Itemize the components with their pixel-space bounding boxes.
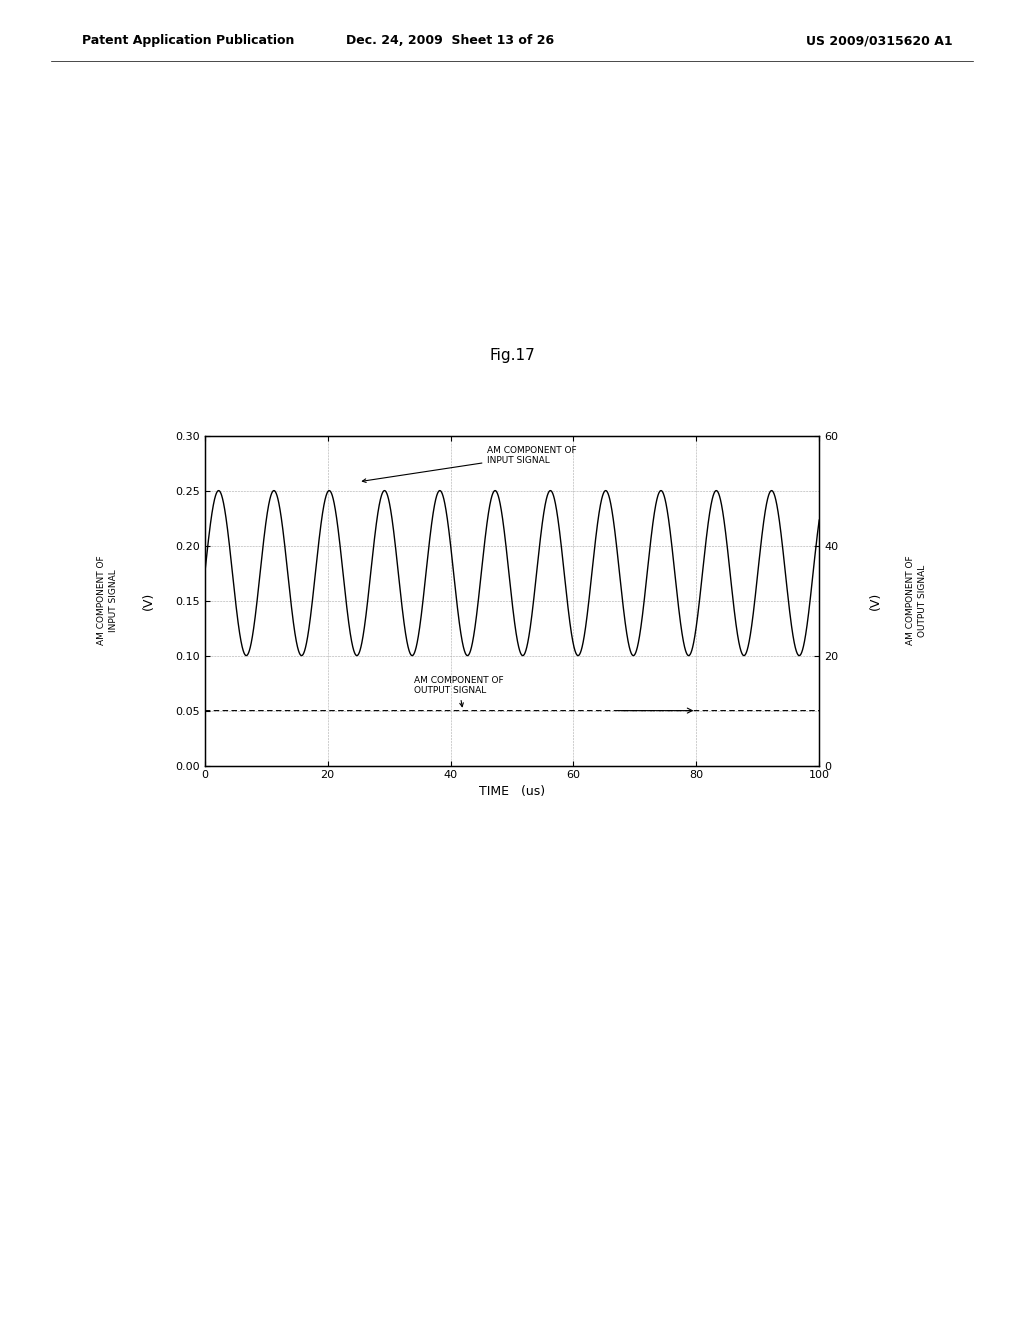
Text: AM COMPONENT OF
INPUT SIGNAL: AM COMPONENT OF INPUT SIGNAL (97, 556, 118, 645)
Text: Fig.17: Fig.17 (489, 348, 535, 363)
Text: Patent Application Publication: Patent Application Publication (82, 34, 294, 48)
Text: US 2009/0315620 A1: US 2009/0315620 A1 (806, 34, 952, 48)
Text: Dec. 24, 2009  Sheet 13 of 26: Dec. 24, 2009 Sheet 13 of 26 (346, 34, 555, 48)
X-axis label: TIME   (us): TIME (us) (479, 784, 545, 797)
Text: AM COMPONENT OF
OUTPUT SIGNAL: AM COMPONENT OF OUTPUT SIGNAL (906, 556, 927, 645)
Text: (V): (V) (142, 591, 155, 610)
Text: (V): (V) (869, 591, 882, 610)
Text: AM COMPONENT OF
OUTPUT SIGNAL: AM COMPONENT OF OUTPUT SIGNAL (414, 676, 504, 706)
Text: AM COMPONENT OF
INPUT SIGNAL: AM COMPONENT OF INPUT SIGNAL (362, 446, 578, 482)
